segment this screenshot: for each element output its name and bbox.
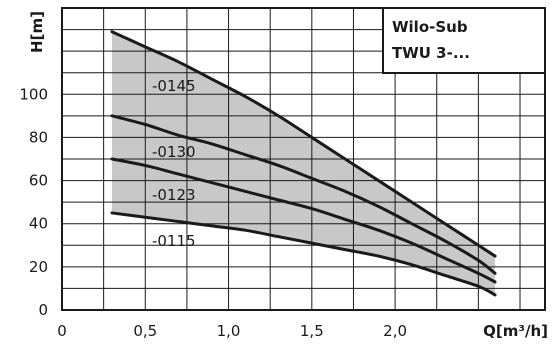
curve-0115: [110, 211, 497, 297]
plot-frame: [61, 7, 546, 311]
x-tick-label: 1,0: [217, 322, 241, 340]
x-tick-label: 1,5: [300, 322, 324, 340]
chart-title: Wilo-Sub: [392, 18, 468, 36]
title-box-frame: [382, 7, 546, 74]
curves: [110, 30, 497, 297]
y-axis-ticks: 0 20 40 60 80 100: [19, 85, 48, 319]
chart-subtitle: TWU 3-...: [392, 44, 470, 62]
curve-0130: [110, 114, 497, 275]
curve-0145: [110, 30, 497, 258]
curve-labels: -0145 -0130 -0123 -0115: [152, 77, 196, 250]
y-tick-label: 80: [29, 128, 48, 146]
y-tick-label: 100: [19, 85, 48, 103]
y-axis-label: H[m]: [28, 11, 46, 53]
y-tick-label: 60: [29, 172, 48, 190]
y-tick-label: 20: [29, 258, 48, 276]
curve-label: -0145: [152, 77, 196, 95]
x-axis-label: Q[m³/h]: [483, 322, 548, 340]
y-tick-label: 0: [38, 301, 48, 319]
operating-band-area: [111, 31, 496, 295]
x-tick-label: 2,0: [383, 322, 407, 340]
curve-label: -0123: [152, 186, 196, 204]
curve-label: -0115: [152, 232, 196, 250]
curve-label: -0130: [152, 143, 196, 161]
x-tick-label: 0,5: [133, 322, 157, 340]
title-box: Wilo-Sub TWU 3-...: [382, 7, 546, 74]
x-axis-ticks: 0 0,5 1,0 1,5 2,0: [57, 322, 407, 340]
curve-0123: [110, 157, 497, 284]
y-tick-label: 40: [29, 215, 48, 233]
x-tick-label: 0: [57, 322, 67, 340]
operating-band: [111, 31, 496, 295]
